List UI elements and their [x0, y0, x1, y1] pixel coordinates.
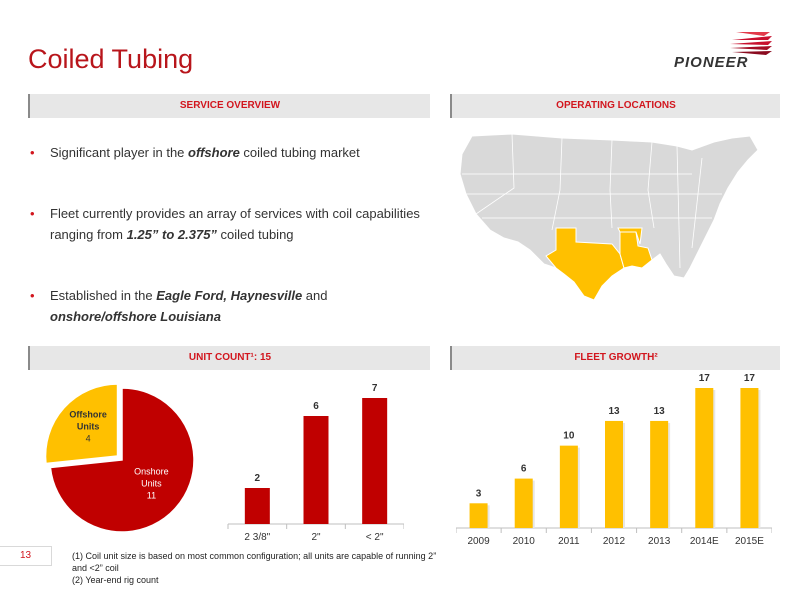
- bar-2": [303, 416, 329, 524]
- bar-value-label: 17: [744, 373, 756, 384]
- bar-2013: [650, 420, 669, 528]
- bullet-text-segment: offshore: [188, 145, 240, 160]
- bar-2011: [559, 445, 578, 528]
- pie-slice-offshore-units: [44, 383, 119, 465]
- unit-count-pie-chart: Onshore Units 11 Offshore Units 4: [44, 383, 195, 533]
- state-borders: [462, 133, 722, 269]
- bar-category-label: 2009: [467, 536, 490, 547]
- bullet-text-segment: Fleet currently provides an array of ser…: [50, 206, 420, 242]
- bar-2 3/8": [244, 488, 270, 524]
- bar-value-label: 10: [563, 431, 575, 442]
- arkansas-highlight: [617, 227, 643, 245]
- unit-size-bar-chart: 2 2 3/8" 6 2" 7 < 2": [227, 383, 404, 540]
- bullet-text-segment: coiled tubing: [216, 227, 294, 242]
- bar-< 2": [362, 398, 388, 524]
- pie-slice-onshore-units: [49, 387, 195, 533]
- bar-2015E: [740, 388, 759, 528]
- bar-value-label: 7: [372, 383, 378, 394]
- bar-value-label: 17: [699, 373, 711, 384]
- pioneer-logo: [730, 32, 772, 55]
- pie-label: Units: [141, 478, 162, 488]
- us-operating-map: [459, 133, 759, 301]
- pie-label: 11: [147, 490, 156, 500]
- bar-category-label: < 2": [366, 532, 384, 540]
- pie-label: 4: [86, 433, 91, 443]
- bullet-text-segment: Established in the: [50, 288, 157, 303]
- bullet-text-segment: and: [302, 288, 328, 303]
- bar-category-label: 2013: [648, 536, 671, 547]
- bar-2014E: [695, 388, 714, 528]
- logo-swoosh-icon: [730, 32, 772, 55]
- bullet-offshore-player: Significant player in the offshore coile…: [30, 142, 430, 163]
- fleet-growth-bar-chart: 3 2009 6 2010 10 2011 13 2012 13 2013 17 2014E 17 201…: [456, 373, 772, 547]
- bar-2010: [514, 478, 533, 528]
- bar-2012: [605, 420, 623, 528]
- page-title: Coiled Tubing: [28, 44, 194, 74]
- bar-value-label: 2: [255, 473, 261, 484]
- bullet-established-regions: Established in the Eagle Ford, Haynesvil…: [30, 285, 430, 327]
- pie-label: Onshore: [134, 466, 169, 476]
- service-overview-list: Significant player in the offshore coile…: [30, 142, 430, 327]
- bar-value-label: 13: [654, 406, 666, 417]
- service-overview-header: SERVICE OVERVIEW: [28, 94, 430, 118]
- bar-value-label: 6: [521, 464, 527, 475]
- bar-category-label: 2 3/8": [244, 532, 270, 540]
- bar-category-label: 2010: [513, 536, 536, 547]
- pie-label: Offshore: [69, 409, 107, 419]
- bar-2009: [469, 503, 488, 528]
- bar-category-label: 2014E: [690, 536, 719, 547]
- us-map-outline: [459, 133, 759, 301]
- bullet-text-segment: coiled tubing market: [239, 145, 360, 160]
- texas-highlight: [545, 227, 625, 301]
- bullet-text-segment: Significant player in the: [50, 145, 189, 160]
- bar-category-label: 2011: [558, 536, 580, 547]
- bullet-coil-capabilities: Fleet currently provides an array of ser…: [30, 203, 430, 245]
- louisiana-highlight: [619, 231, 653, 269]
- footnotes: (1) Coil unit size is based on most comm…: [72, 550, 442, 586]
- bar-value-label: 13: [608, 406, 620, 417]
- bullet-text-segment: Eagle Ford, Haynesville: [156, 288, 303, 303]
- fleet-growth-header: FLEET GROWTH²: [450, 346, 780, 370]
- bar-category-label: 2012: [603, 536, 626, 547]
- bar-category-label: 2": [311, 532, 321, 540]
- pie-label: Units: [77, 421, 100, 431]
- bullet-text-segment: 1.25” to 2.375”: [126, 227, 217, 242]
- page-number: 13: [0, 546, 52, 566]
- bullet-text-segment: onshore/offshore Louisiana: [50, 309, 221, 324]
- operating-locations-header: OPERATING LOCATIONS: [450, 94, 780, 118]
- bar-value-label: 6: [313, 401, 319, 412]
- footnote-1: (1) Coil unit size is based on most comm…: [72, 551, 437, 573]
- logo-text: PIONEER: [674, 54, 749, 71]
- bar-value-label: 3: [476, 488, 482, 499]
- unit-count-header: UNIT COUNT¹: 15: [28, 346, 430, 370]
- bar-category-label: 2015E: [735, 536, 764, 547]
- footnote-2: (2) Year-end rig count: [72, 575, 159, 585]
